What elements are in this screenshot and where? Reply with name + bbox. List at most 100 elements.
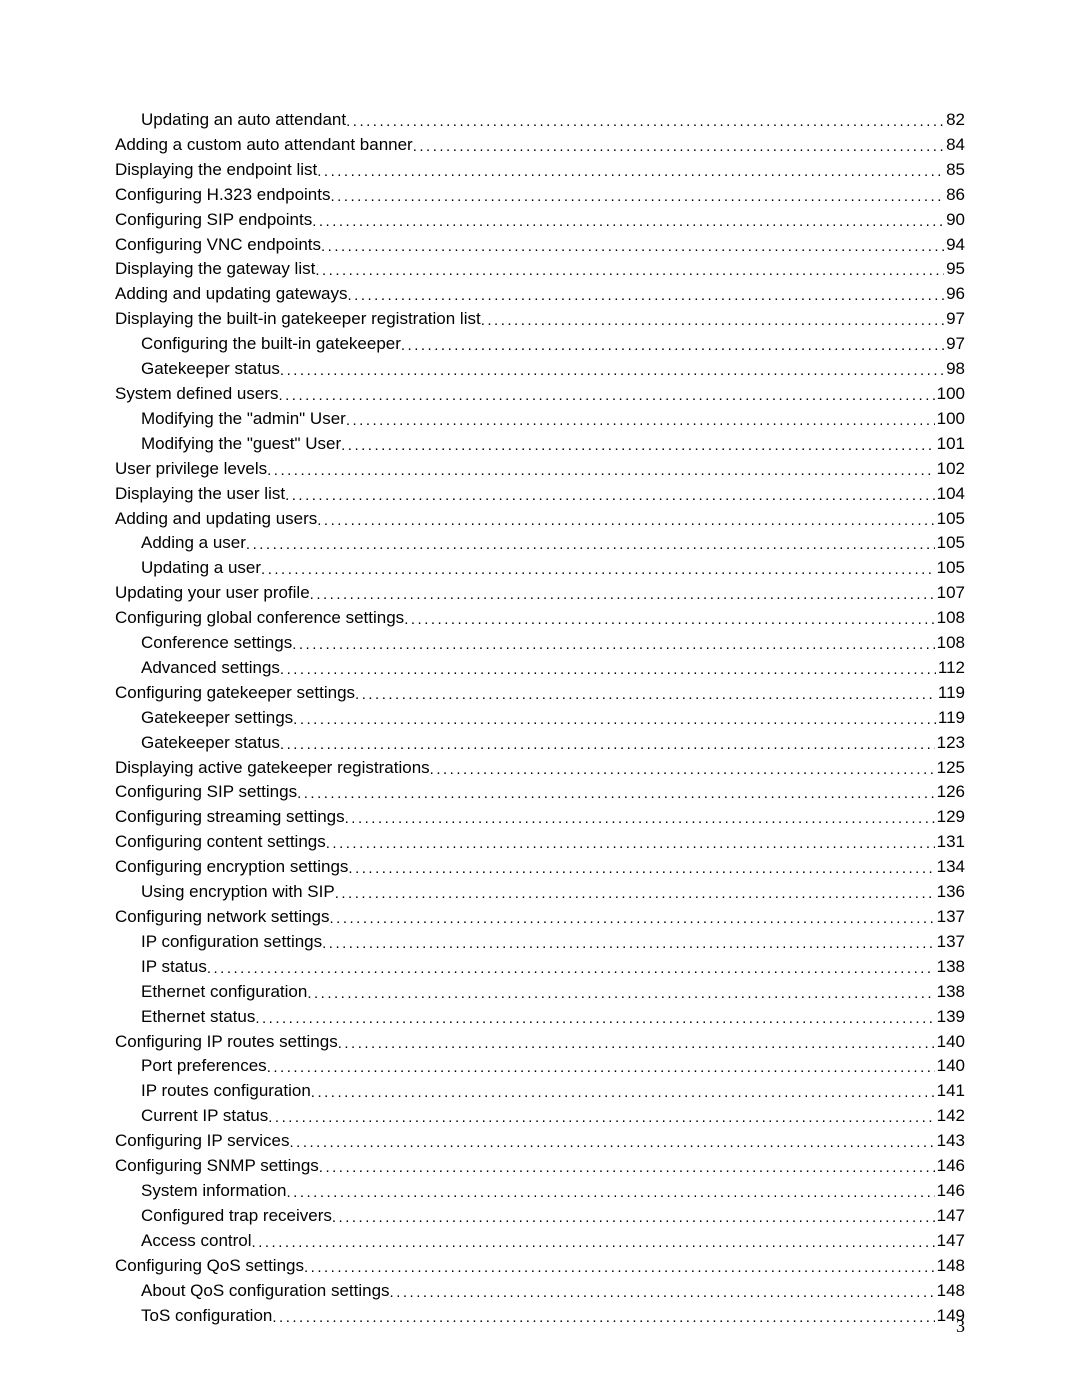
toc-entry[interactable]: Configuring encryption settings134 [115,855,965,880]
toc-entry-title: IP status [141,955,207,979]
toc-entry-title: Configuring VNC endpoints [115,233,321,257]
toc-entry-title: Modifying the "admin" User [141,407,346,431]
toc-entry[interactable]: Configuring IP services143 [115,1129,965,1154]
toc-entry[interactable]: Access control147 [115,1229,965,1254]
toc-entry[interactable]: Displaying the built-in gatekeeper regis… [115,307,965,332]
toc-entry[interactable]: Ethernet status139 [115,1005,965,1030]
toc-entry[interactable]: System information146 [115,1179,965,1204]
toc-entry[interactable]: Advanced settings 112 [115,656,965,681]
toc-leader-dots [280,733,935,757]
toc-entry[interactable]: IP configuration settings137 [115,930,965,955]
toc-entry-title: Configuring SNMP settings [115,1154,319,1178]
toc-leader-dots [267,459,935,483]
toc-leader-dots [348,284,945,308]
toc-entry-page: 97 [944,332,965,356]
toc-entry[interactable]: Configuring VNC endpoints94 [115,233,965,258]
toc-entry[interactable]: Configuring IP routes settings140 [115,1030,965,1055]
toc-entry-title: Configuring QoS settings [115,1254,304,1278]
toc-entry[interactable]: Updating your user profile107 [115,581,965,606]
toc-entry-page: 148 [935,1254,965,1278]
toc-entry-page: 146 [935,1179,965,1203]
toc-entry[interactable]: Modifying the "guest" User101 [115,432,965,457]
toc-entry[interactable]: Configuring streaming settings129 [115,805,965,830]
toc-entry[interactable]: Configuring SNMP settings146 [115,1154,965,1179]
toc-entry[interactable]: Configuring SIP settings126 [115,780,965,805]
toc-leader-dots [346,110,944,134]
toc-leader-dots [252,1231,935,1255]
toc-entry[interactable]: Displaying the gateway list95 [115,257,965,282]
toc-entry[interactable]: Adding a user105 [115,531,965,556]
toc-entry-title: Gatekeeper status [141,357,280,381]
toc-entry[interactable]: Configuring SIP endpoints90 [115,208,965,233]
toc-entry[interactable]: Configuring global conference settings10… [115,606,965,631]
toc-leader-dots [290,1131,935,1155]
toc-entry[interactable]: User privilege levels102 [115,457,965,482]
toc-leader-dots [332,1206,935,1230]
toc-entry-page: 107 [935,581,965,605]
toc-entry[interactable]: IP routes configuration141 [115,1079,965,1104]
toc-entry[interactable]: Ethernet configuration138 [115,980,965,1005]
toc-entry-page: 140 [935,1030,965,1054]
toc-entry[interactable]: Configuring gatekeeper settings119 [115,681,965,706]
toc-leader-dots [330,907,935,931]
toc-entry[interactable]: Adding and updating gateways96 [115,282,965,307]
toc-entry-page: 148 [935,1279,965,1303]
toc-entry-page: 125 [935,756,965,780]
toc-entry-title: Adding and updating gateways [115,282,348,306]
toc-entry-page: 119 [936,681,965,705]
toc-entry[interactable]: About QoS configuration settings148 [115,1279,965,1304]
toc-entry[interactable]: Displaying active gatekeeper registratio… [115,756,965,781]
toc-entry-page: 112 [936,656,965,680]
toc-entry[interactable]: Configuring content settings131 [115,830,965,855]
toc-entry[interactable]: Configuring the built-in gatekeeper97 [115,332,965,357]
toc-entry-title: Current IP status [141,1104,268,1128]
toc-entry[interactable]: Port preferences140 [115,1054,965,1079]
toc-entry[interactable]: Conference settings108 [115,631,965,656]
toc-entry-title: User privilege levels [115,457,267,481]
toc-entry-page: 129 [935,805,965,829]
toc-leader-dots [326,832,935,856]
toc-entry[interactable]: Gatekeeper settings119 [115,706,965,731]
toc-leader-dots [345,807,935,831]
toc-entry-page: 136 [935,880,965,904]
toc-entry[interactable]: Adding a custom auto attendant banner84 [115,133,965,158]
toc-leader-dots [310,583,935,607]
toc-entry-page: 82 [944,108,965,132]
toc-leader-dots [292,633,934,657]
toc-entry[interactable]: Using encryption with SIP136 [115,880,965,905]
toc-entry[interactable]: Gatekeeper status98 [115,357,965,382]
toc-entry-title: Configured trap receivers [141,1204,332,1228]
toc-entry-title: Adding and updating users [115,507,317,531]
toc-entry[interactable]: Current IP status142 [115,1104,965,1129]
toc-entry[interactable]: Displaying the user list104 [115,482,965,507]
toc-entry[interactable]: Updating a user105 [115,556,965,581]
toc-entry[interactable]: Adding and updating users105 [115,507,965,532]
toc-entry[interactable]: Displaying the endpoint list85 [115,158,965,183]
toc-entry-title: Displaying the endpoint list [115,158,317,182]
toc-entry-title: Ethernet configuration [141,980,307,1004]
toc-entry[interactable]: Configuring H.323 endpoints86 [115,183,965,208]
toc-entry-page: 131 [935,830,965,854]
toc-entry-title: Gatekeeper status [141,731,280,755]
toc-entry[interactable]: Updating an auto attendant82 [115,108,965,133]
toc-entry[interactable]: ToS configuration149 [115,1304,965,1329]
toc-entry-title: Port preferences [141,1054,267,1078]
toc-entry[interactable]: Configuring QoS settings 148 [115,1254,965,1279]
toc-entry-page: 123 [935,731,965,755]
toc-entry-title: Configuring global conference settings [115,606,404,630]
toc-entry[interactable]: System defined users100 [115,382,965,407]
toc-leader-dots [304,1256,935,1280]
toc-entry-page: 97 [944,307,965,331]
toc-entry-title: Advanced settings [141,656,280,680]
toc-entry[interactable]: Modifying the "admin" User100 [115,407,965,432]
toc-entry-title: Adding a user [141,531,246,555]
toc-entry[interactable]: IP status138 [115,955,965,980]
toc-entry-page: 137 [935,905,965,929]
toc-entry[interactable]: Configured trap receivers147 [115,1204,965,1229]
toc-entry[interactable]: Gatekeeper status 123 [115,731,965,756]
toc-entry-page: 105 [935,556,965,580]
toc-leader-dots [338,1032,935,1056]
toc-entry[interactable]: Configuring network settings137 [115,905,965,930]
toc-entry-title: Gatekeeper settings [141,706,293,730]
toc-entry-page: 134 [935,855,965,879]
